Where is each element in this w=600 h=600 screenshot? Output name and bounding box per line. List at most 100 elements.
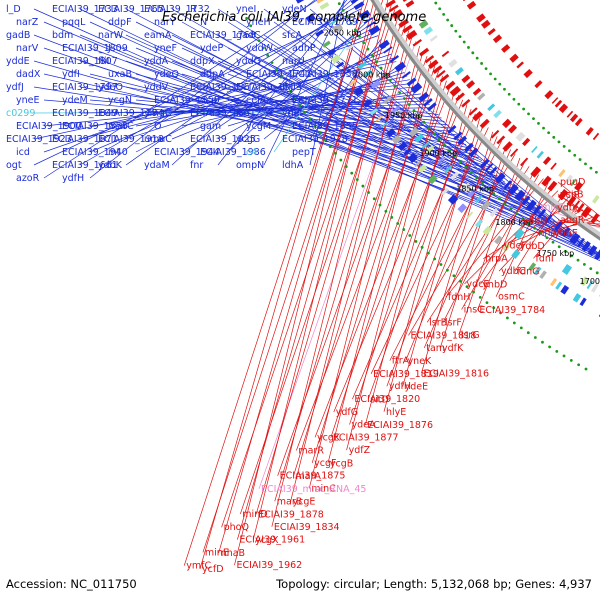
dot-marker (303, 111, 307, 114)
gene-label: celA (246, 95, 267, 106)
dot-marker (557, 245, 561, 249)
feature-block (558, 103, 569, 114)
feature-block (454, 66, 464, 76)
dot-marker (442, 12, 446, 16)
gene-label: gadC (236, 30, 261, 41)
gene-label: narV (16, 43, 39, 54)
feature-block (574, 181, 584, 192)
gene-label: int (108, 147, 121, 158)
feature-block (357, 61, 367, 70)
gene-label: ECIAI39_1900 (16, 121, 82, 132)
dot-marker (378, 203, 382, 207)
dot-marker (532, 117, 535, 121)
connector-line (227, 99, 445, 122)
dot-marker (503, 202, 507, 206)
gene-label: sfcA (282, 30, 303, 41)
gene-label: micC (541, 202, 565, 213)
dot-marker (279, 75, 283, 79)
gene-label: ECIAI39_1733 (52, 4, 118, 15)
dot-marker (454, 29, 458, 33)
feature-block (494, 235, 503, 245)
dot-marker (595, 271, 599, 275)
dot-marker (578, 158, 582, 161)
dot-marker (467, 46, 470, 49)
feature-rings (245, 0, 600, 371)
gene-label: ECIAI39_1794 (98, 108, 164, 119)
connector-line (43, 86, 416, 127)
connector-line (364, 90, 455, 426)
feature-block (532, 204, 542, 215)
gene-label: minE (205, 547, 229, 558)
dot-marker (458, 35, 462, 38)
feature-block (502, 118, 512, 129)
dot-marker (417, 114, 421, 118)
dot-marker (275, 68, 278, 72)
gene-label: ECIAI39_1807 (52, 56, 118, 67)
dot-marker (533, 226, 537, 230)
dot-marker (480, 181, 484, 185)
gene-label: ydeN (282, 4, 307, 15)
dot-marker (480, 62, 483, 65)
dot-marker (432, 132, 436, 136)
feature-block (410, 82, 423, 94)
connector-line (464, 190, 559, 285)
dot-marker (584, 162, 587, 166)
connector-line (227, 20, 369, 153)
connector-line (461, 174, 539, 310)
feature-block (322, 40, 331, 48)
feature-block (508, 124, 518, 134)
feature-block (515, 131, 526, 142)
feature-block (533, 266, 542, 275)
dot-marker (396, 222, 400, 225)
feature-block (516, 61, 524, 69)
gene-label: ydfH (389, 381, 411, 392)
feature-block (418, 91, 430, 103)
feature-block (455, 92, 465, 102)
gene-labels: l_D ECIAI39_1733ECIAI39_1765ECIAI39_1732R… (6, 4, 585, 575)
dot-marker (439, 263, 443, 266)
feature-block (441, 187, 449, 196)
dot-marker (478, 295, 482, 299)
feature-block (494, 172, 506, 184)
dot-marker (361, 184, 365, 188)
feature-block (385, 0, 396, 8)
kbp-scale-label: 1750 kbp (537, 249, 575, 258)
connector-line (89, 47, 547, 218)
dot-marker (527, 112, 530, 116)
feature-block (557, 189, 569, 201)
feature-block (414, 133, 425, 143)
gene-label: ycgG (236, 134, 260, 145)
connector-line (183, 0, 369, 566)
dot-marker (412, 109, 416, 112)
gene-label: ECIAI39_misc_RNA_45 (261, 484, 366, 495)
gene-label: dadX (16, 69, 41, 80)
dot-marker (245, 16, 249, 20)
gene-label: ycgF (314, 458, 336, 469)
gene-label: fnr (190, 160, 203, 171)
dot-marker (472, 290, 475, 294)
feature-block (526, 199, 537, 211)
feature-block (576, 203, 585, 213)
dot-marker (390, 216, 394, 219)
dot-marker (367, 191, 370, 194)
feature-block (327, 48, 336, 56)
dot-marker (552, 135, 556, 139)
feature-block (566, 110, 574, 118)
gene-label: ydcE (467, 279, 490, 290)
gene-label: ECIAI39_1928 (282, 134, 348, 145)
dot-marker (443, 143, 446, 147)
gene-label: ECIAI39_1765 (98, 4, 164, 15)
gene-label: ftrA (392, 356, 410, 367)
dot-marker (498, 82, 502, 86)
dot-marker (512, 321, 516, 325)
dot-marker (293, 97, 297, 100)
feature-block (436, 70, 446, 78)
dot-marker (426, 251, 430, 255)
dot-marker (506, 316, 509, 320)
feature-block (487, 27, 496, 36)
feature-block (403, 148, 412, 156)
gene-label: minC (311, 483, 336, 494)
feature-block (560, 284, 570, 295)
feature-block (484, 163, 494, 172)
dot-marker (438, 7, 442, 11)
